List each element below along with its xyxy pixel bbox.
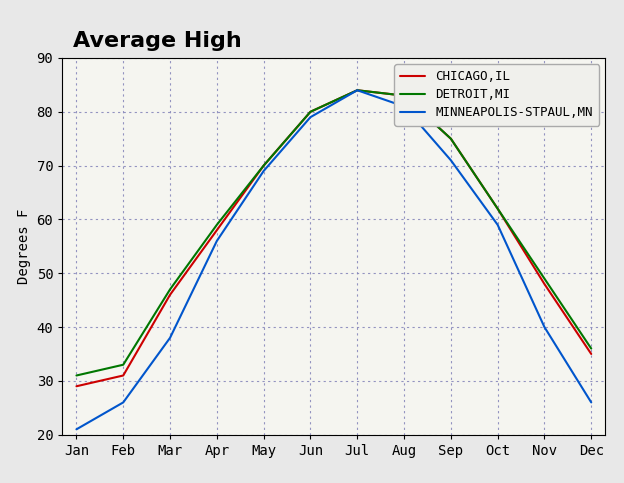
DETROIT,MI (494, 206, 502, 212)
DETROIT,MI (540, 276, 548, 282)
CHICAGO,IL (588, 351, 595, 357)
Line: DETROIT,MI: DETROIT,MI (76, 90, 592, 375)
DETROIT,MI (447, 136, 454, 142)
Line: MINNEAPOLIS-STPAUL,MN: MINNEAPOLIS-STPAUL,MN (76, 90, 592, 429)
MINNEAPOLIS-STPAUL,MN (494, 222, 502, 227)
CHICAGO,IL (72, 384, 80, 389)
MINNEAPOLIS-STPAUL,MN (307, 114, 314, 120)
DETROIT,MI (119, 362, 127, 368)
MINNEAPOLIS-STPAUL,MN (540, 324, 548, 330)
MINNEAPOLIS-STPAUL,MN (353, 87, 361, 93)
CHICAGO,IL (494, 206, 502, 212)
CHICAGO,IL (401, 93, 408, 99)
DETROIT,MI (307, 109, 314, 114)
CHICAGO,IL (540, 281, 548, 287)
MINNEAPOLIS-STPAUL,MN (401, 103, 408, 109)
Y-axis label: Degrees F: Degrees F (17, 209, 31, 284)
DETROIT,MI (166, 286, 173, 292)
DETROIT,MI (213, 222, 221, 227)
CHICAGO,IL (213, 227, 221, 233)
CHICAGO,IL (166, 292, 173, 298)
MINNEAPOLIS-STPAUL,MN (72, 426, 80, 432)
MINNEAPOLIS-STPAUL,MN (166, 335, 173, 341)
MINNEAPOLIS-STPAUL,MN (260, 168, 267, 174)
MINNEAPOLIS-STPAUL,MN (447, 157, 454, 163)
CHICAGO,IL (447, 136, 454, 142)
MINNEAPOLIS-STPAUL,MN (588, 399, 595, 405)
CHICAGO,IL (353, 87, 361, 93)
Line: CHICAGO,IL: CHICAGO,IL (76, 90, 592, 386)
Text: Average High: Average High (73, 31, 242, 51)
CHICAGO,IL (119, 372, 127, 378)
CHICAGO,IL (260, 163, 267, 169)
DETROIT,MI (401, 93, 408, 99)
DETROIT,MI (260, 163, 267, 169)
DETROIT,MI (72, 372, 80, 378)
DETROIT,MI (353, 87, 361, 93)
Legend: CHICAGO,IL, DETROIT,MI, MINNEAPOLIS-STPAUL,MN: CHICAGO,IL, DETROIT,MI, MINNEAPOLIS-STPA… (394, 64, 599, 126)
MINNEAPOLIS-STPAUL,MN (213, 238, 221, 244)
DETROIT,MI (588, 346, 595, 352)
CHICAGO,IL (307, 109, 314, 114)
MINNEAPOLIS-STPAUL,MN (119, 399, 127, 405)
